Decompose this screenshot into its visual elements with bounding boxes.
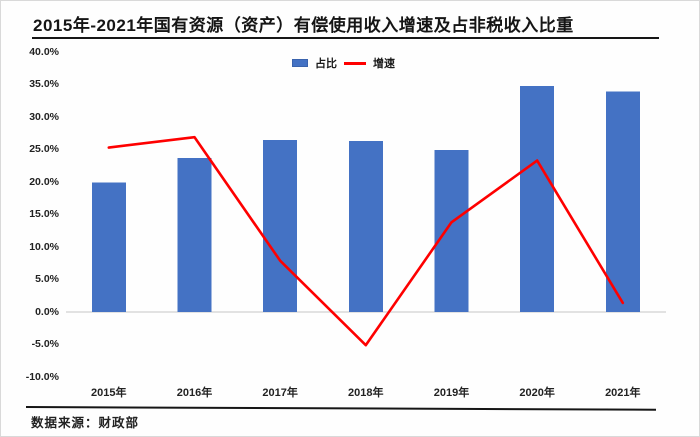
x-tick-label: 2020年 (519, 387, 555, 399)
y-tick-label: 40.0% (29, 45, 59, 58)
bar-2017年 (263, 139, 298, 312)
y-tick-label: 25.0% (29, 143, 59, 155)
legend-line-swatch (344, 61, 366, 65)
y-tick-label: 20.0% (29, 175, 59, 188)
legend-bar-label: 占比 (315, 58, 337, 70)
x-tick-label: 2015年 (91, 387, 127, 399)
y-tick-label: -5.0% (31, 338, 59, 350)
y-tick-label: 15.0% (29, 208, 59, 220)
bar-2016年 (177, 157, 212, 312)
legend: 占比 增速 (292, 55, 395, 71)
x-tick-label: 2016年 (176, 387, 213, 399)
y-tick-label: 5.0% (35, 273, 59, 285)
legend-bar-swatch (292, 59, 308, 67)
source-note: 数据来源：财政部 (31, 416, 140, 430)
title-underline (32, 37, 659, 39)
y-tick-label: 0.0% (35, 305, 59, 318)
footer-rule (25, 406, 656, 411)
bar-2018年 (348, 141, 383, 312)
x-tick-label: 2018年 (348, 387, 384, 399)
y-tick-label: 10.0% (29, 240, 59, 253)
plot-area (66, 85, 666, 347)
bar-2015年 (91, 182, 126, 312)
y-tick-label: 35.0% (29, 78, 59, 90)
y-tick-label: -10.0% (25, 370, 59, 383)
x-tick-label: 2017年 (262, 387, 298, 399)
chart-title: 2015年-2021年国有资源（资产）有偿使用收入增速及占非税收入比重 (33, 16, 574, 35)
x-tick-label: 2021年 (605, 387, 641, 399)
bar-2021年 (605, 91, 640, 313)
legend-line-label: 增速 (373, 58, 395, 70)
bar-2019年 (434, 150, 469, 312)
bar-2020年 (520, 85, 555, 312)
y-tick-label: 30.0% (29, 110, 59, 123)
x-tick-label: 2019年 (433, 387, 470, 399)
growth-line (107, 135, 625, 347)
